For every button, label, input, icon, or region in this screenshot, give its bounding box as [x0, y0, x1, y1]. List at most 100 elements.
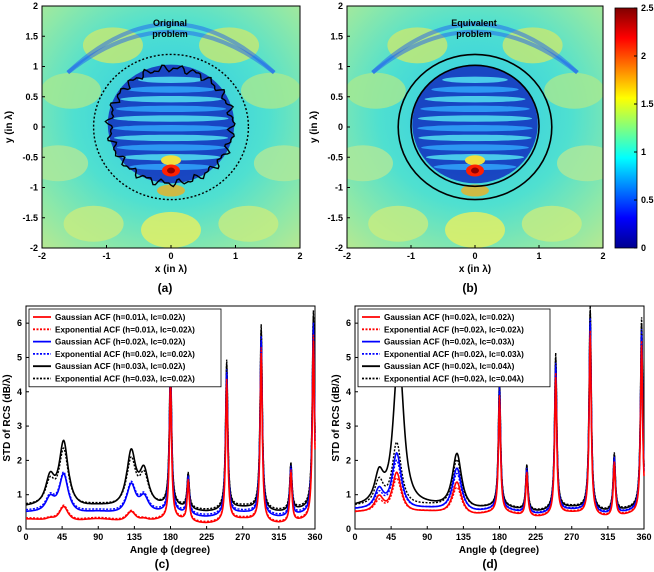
b-ytick-label: -1.5	[327, 213, 343, 223]
b-field-stripe	[424, 95, 526, 103]
b-field-hotspot-core	[471, 167, 479, 174]
a-field-stripe	[115, 105, 227, 113]
b-field-lobe	[557, 145, 603, 182]
panel-label-d: (d)	[482, 557, 497, 571]
a-ytick-label: 1.5	[25, 31, 38, 41]
a-field-hotspot-core	[167, 167, 175, 174]
c-ytick-label: 2	[17, 455, 22, 465]
c-legend-label: Gaussian ACF (h=0.02λ, lc=0.02λ)	[55, 338, 186, 347]
colorbar-tick-label: 0.5	[641, 195, 654, 205]
c-legend-label: Gaussian ACF (h=0.03λ, lc=0.02λ)	[55, 362, 186, 371]
d-xtick-label: 45	[386, 532, 396, 542]
a-field-stripe	[127, 86, 215, 93]
d-legend-label: Exponential ACF (h=0.02λ, lc=0.04λ)	[384, 375, 524, 384]
b-ytick-label: -2	[335, 243, 343, 253]
b-field-stripe	[418, 134, 532, 142]
a-ytick-label: -2	[30, 243, 38, 253]
a-field-interior	[107, 64, 235, 184]
d-xtick-label: 360	[636, 532, 651, 542]
c-xtick-label: 45	[57, 532, 67, 542]
a-ytick-label: 0	[33, 122, 38, 132]
b-xtick-label: 0	[472, 251, 477, 261]
xlabel-a: x (in λ)	[155, 264, 187, 275]
d-legend-label: Gaussian ACF (h=0.02λ, lc=0.03λ)	[384, 338, 515, 347]
b-inner-circle	[410, 64, 540, 188]
c-legend-box	[28, 308, 222, 388]
d-xtick-label: 315	[600, 532, 615, 542]
heatmap-b: -2 -1 0 1 221.510.50-0.5-1-1.5-2 Equivalent …	[309, 1, 606, 295]
a-ytick-label: -1.5	[22, 213, 38, 223]
c-xtick-label: 270	[235, 532, 250, 542]
panel-label-c: (c)	[155, 557, 170, 571]
b-field-stripe	[420, 105, 530, 113]
b-ytick-label: -1	[335, 183, 343, 193]
d-xtick-label: 90	[422, 532, 432, 542]
b-field-arc	[371, 22, 579, 75]
d-legend-label: Exponential ACF (h=0.02λ, lc=0.03λ)	[384, 350, 524, 359]
a-ytick-label: 2	[33, 1, 38, 11]
d-series-line-2	[355, 330, 645, 516]
b-field-stripe	[417, 125, 533, 132]
d-ytick-label: 0	[346, 524, 351, 534]
b-field-lobe	[347, 145, 393, 182]
colorbar-tick-label: 0	[641, 243, 646, 253]
a-xtick-label: 0	[168, 251, 173, 261]
b-xtick-label: -1	[407, 251, 415, 261]
c-ytick-label: 0	[17, 524, 22, 534]
a-field-lobe	[63, 205, 124, 242]
c-ytick-label: 6	[17, 318, 22, 328]
a-ytick-label: 0.5	[25, 92, 38, 102]
b-ytick-label: -0.5	[327, 152, 343, 162]
b-field-stripe	[417, 115, 533, 122]
b-field-lobe	[368, 205, 429, 242]
a-field-stripe	[116, 144, 226, 151]
c-xtick-label: 315	[271, 532, 286, 542]
annotation-original-line1: Original	[153, 18, 187, 28]
b-ytick-label: 1.5	[330, 31, 343, 41]
b-ytick-label: 0.5	[330, 92, 343, 102]
a-field-lobe	[253, 145, 300, 182]
d-legend-label: Gaussian ACF (h=0.02λ, lc=0.04λ)	[384, 362, 515, 371]
d-ytick-label: 1	[346, 490, 351, 500]
a-field-stripe	[113, 134, 229, 142]
b-xtick-label: 1	[536, 251, 541, 261]
annotation-original-line2: problem	[152, 29, 188, 39]
colorbar-tick-label: 1.5	[641, 99, 654, 109]
d-xtick-label: 270	[564, 532, 579, 542]
b-field-shadow	[461, 184, 489, 197]
a-field-stripe	[112, 125, 230, 132]
d-ytick-label: 5	[346, 352, 351, 362]
c-ytick-label: 5	[17, 352, 22, 362]
a-circumscribing-circle	[92, 53, 250, 201]
heatmap-a: -2 -1 0 1 2 2 1.5 1 0.5 0 -0.5 -1 -1.5 -2 Original pr…	[4, 1, 303, 295]
b-field-stripe	[421, 144, 529, 151]
a-field-lobe	[141, 211, 201, 248]
a-field-stripe	[113, 115, 229, 122]
a-field-hotspot-yellow	[161, 155, 181, 166]
ylabel-b: y (in λ)	[309, 111, 320, 143]
c-xtick-label: 0	[23, 532, 28, 542]
ylabel-d: STD of RCS (dB/λ)	[331, 374, 342, 461]
b-field-stripe	[442, 76, 508, 84]
annotation-equivalent-line1: Equivalent	[451, 18, 497, 28]
c-legend-label: Exponential ACF (h=0.03λ, lc=0.02λ)	[55, 375, 195, 384]
b-ytick-label: 1	[338, 62, 343, 72]
a-ytick-label: 1	[33, 62, 38, 72]
d-ytick-label: 6	[346, 318, 351, 328]
d-legend-label: Gaussian ACF (h=0.02λ, lc=0.02λ)	[384, 313, 515, 322]
d-ytick-label: 2	[346, 455, 351, 465]
ylabel-c: STD of RCS (dB/λ)	[2, 374, 13, 461]
d-series-line-1	[355, 336, 645, 517]
a-xtick-label: 1	[233, 251, 238, 261]
b-xtick-label: -2	[343, 251, 351, 261]
a-xtick-label: -1	[102, 251, 110, 261]
b-xtick-label: 2	[600, 251, 605, 261]
b-field-hotspot-yellow	[465, 155, 485, 166]
c-xtick-label: 225	[199, 532, 214, 542]
a-field-lobe	[240, 72, 300, 109]
b-ytick-label: 2	[338, 1, 343, 11]
panel-label-b: (b)	[462, 281, 477, 295]
c-xtick-label: 180	[163, 532, 178, 542]
